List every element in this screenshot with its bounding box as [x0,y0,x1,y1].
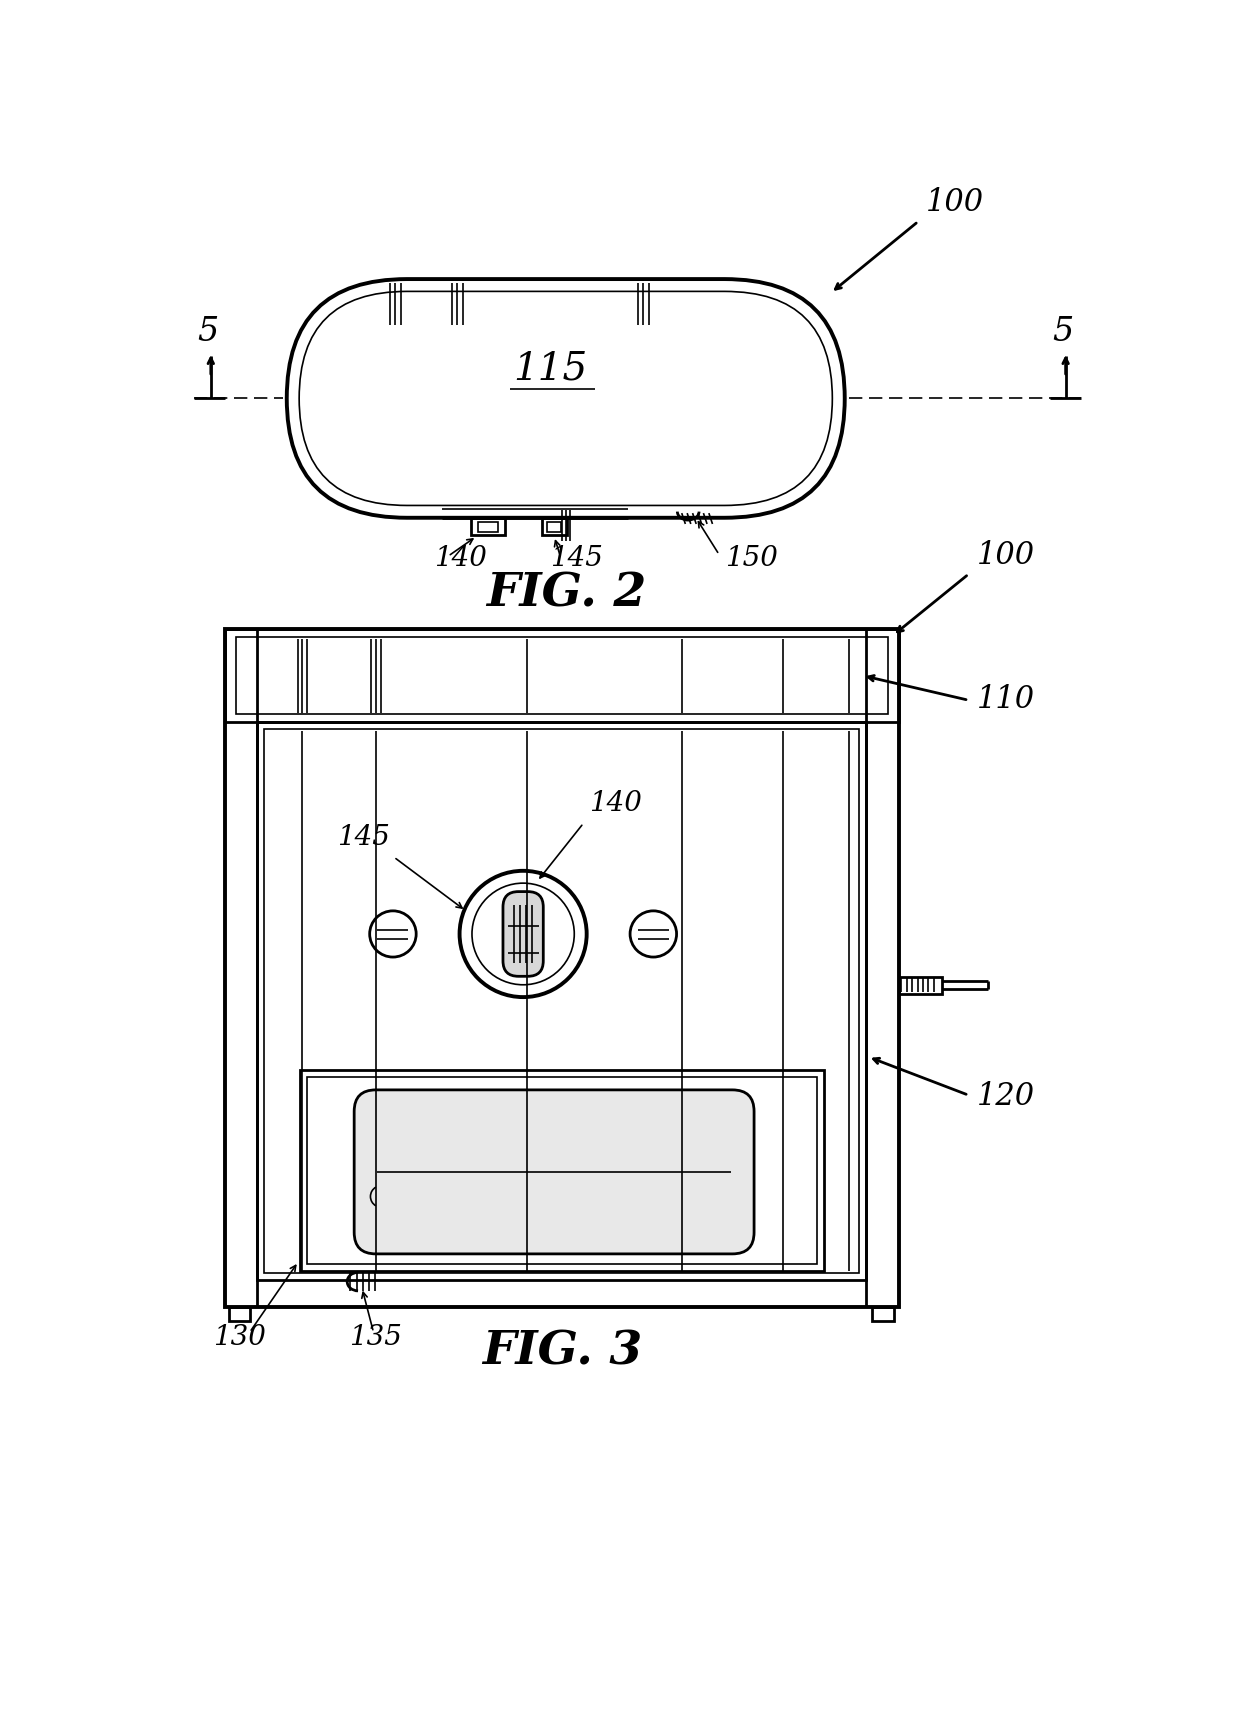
Text: 145: 145 [551,544,603,571]
Text: FIG. 3: FIG. 3 [482,1328,642,1375]
Bar [228,1308,250,1321]
Bar [899,976,941,994]
FancyBboxPatch shape [355,1090,754,1254]
Bar [547,522,562,532]
Text: 100: 100 [977,541,1034,571]
Text: 5: 5 [1052,316,1073,348]
Bar [479,522,498,532]
Text: 135: 135 [350,1323,402,1350]
Bar [471,518,506,535]
Bar [542,518,567,535]
Text: FIG. 2: FIG. 2 [486,570,646,616]
Bar [872,1308,894,1321]
Bar [224,630,899,1308]
Bar [236,637,888,714]
Text: 150: 150 [724,544,777,571]
FancyBboxPatch shape [503,892,543,976]
Bar [306,1078,817,1265]
Text: 100: 100 [926,187,985,218]
Text: 130: 130 [213,1323,265,1350]
Text: 140: 140 [434,544,487,571]
Text: 140: 140 [589,789,642,817]
Bar [300,1069,823,1272]
Text: 145: 145 [337,824,389,851]
Text: 115: 115 [513,350,588,388]
Bar [264,729,859,1273]
Text: 120: 120 [977,1081,1034,1112]
Text: 5: 5 [197,316,218,348]
Bar [224,630,899,722]
Bar [258,722,867,1280]
Text: 110: 110 [977,685,1034,716]
